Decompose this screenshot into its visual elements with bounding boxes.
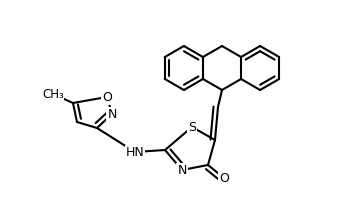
Text: O: O xyxy=(102,90,112,103)
Text: O: O xyxy=(219,172,229,185)
Text: N: N xyxy=(177,163,187,176)
Text: N: N xyxy=(107,108,117,121)
Text: CH₃: CH₃ xyxy=(42,88,64,101)
Text: S: S xyxy=(188,121,196,134)
Text: HN: HN xyxy=(126,145,144,158)
